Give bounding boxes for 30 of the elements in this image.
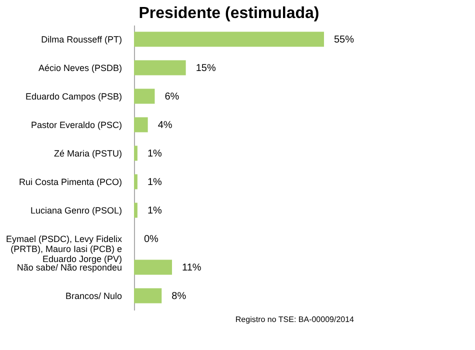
text: Registro no TSE: BA-00009/2014 bbox=[235, 315, 355, 324]
y-tick-label: Aécio Neves (PSDB) bbox=[38, 62, 122, 73]
bar bbox=[134, 288, 162, 304]
y-tick-label: Brancos/ Nulo bbox=[65, 290, 122, 301]
data-label: 8% bbox=[172, 290, 186, 302]
bar bbox=[134, 202, 138, 218]
data-label: 0% bbox=[144, 234, 159, 245]
y-tick-label: Eduardo Campos (PSB) bbox=[25, 91, 122, 102]
bar bbox=[134, 117, 148, 132]
bar bbox=[134, 60, 186, 76]
bar bbox=[134, 174, 138, 190]
chart-title: Presidente (estimulada) bbox=[138, 5, 320, 22]
y-tick-label: Dilma Rousseff (PT) bbox=[41, 34, 122, 44]
bar bbox=[134, 260, 172, 275]
data-label: 55% bbox=[334, 34, 354, 46]
y-tick-label: Luciana Genro (PSOL) bbox=[30, 205, 122, 216]
bar bbox=[134, 88, 155, 104]
data-label: 4% bbox=[158, 120, 172, 131]
data-label: 11% bbox=[182, 262, 202, 274]
bar bbox=[134, 146, 138, 161]
bar bbox=[134, 32, 324, 47]
data-label: 15% bbox=[196, 62, 216, 74]
data-label: 1% bbox=[147, 176, 162, 188]
y-tick-label: Eymael (PSDC), Levy Fidelix (PRTB), Mauro Iasi (PCB) e Eduardo Jorge (PV) bbox=[6, 234, 122, 264]
data-label: 1% bbox=[147, 148, 162, 160]
y-tick-label: Zé Maria (PSTU) bbox=[54, 148, 122, 158]
data-label: 6% bbox=[164, 91, 180, 102]
data-label: 1% bbox=[147, 205, 162, 216]
y-tick-label: Pastor Everaldo (PSC) bbox=[30, 120, 122, 130]
y-tick-label: Rui Costa Pimenta (PCO) bbox=[18, 176, 122, 187]
